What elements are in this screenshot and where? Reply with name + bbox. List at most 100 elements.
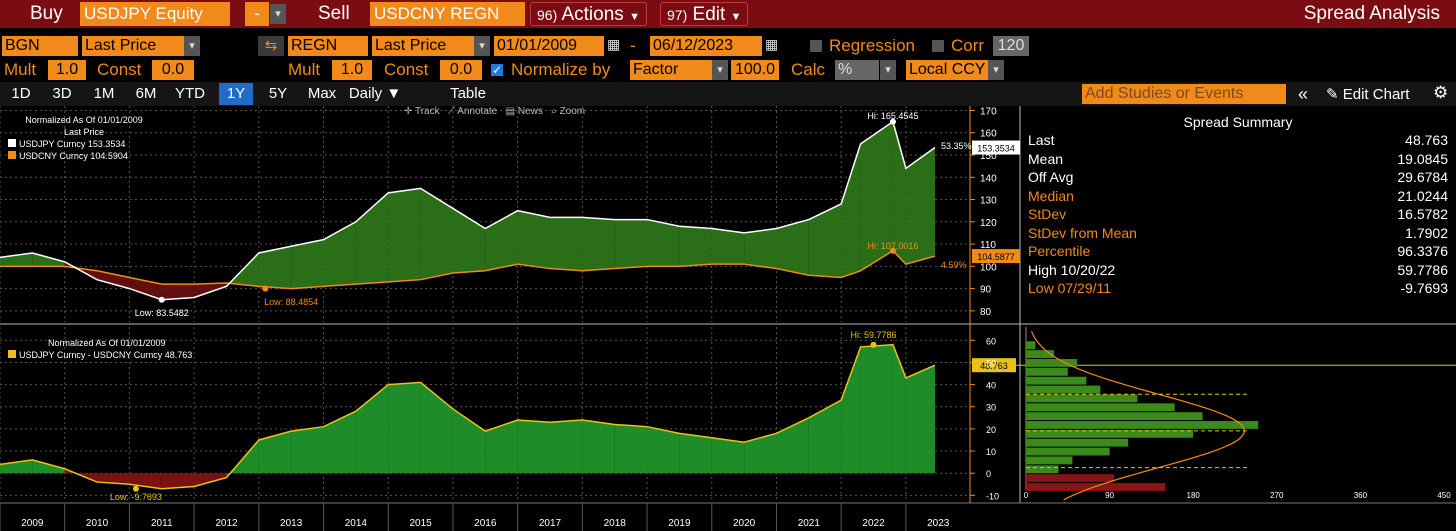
spread-area-segment	[841, 346, 861, 474]
zoom-tool[interactable]: ⌕ Zoom	[551, 106, 586, 117]
table-button[interactable]: Table	[450, 85, 486, 102]
corr-checkbox[interactable]	[932, 40, 944, 52]
end-date-field[interactable]: 06/12/2023	[650, 36, 762, 56]
chart-tools: ✛ Track ⟋ Annotate ▤ News ⌕ Zoom	[404, 106, 585, 117]
period-ytd[interactable]: YTD	[175, 85, 205, 102]
summary-key: Median	[1028, 187, 1074, 204]
calendar-icon[interactable]: ▦	[607, 36, 621, 52]
normalize-value-field[interactable]: 100.0	[731, 60, 779, 80]
annotate-tool[interactable]: ⟋ Annotate	[447, 106, 498, 117]
y-tick-label: 20	[986, 425, 996, 435]
currency-dropdown-icon[interactable]: ▾	[988, 60, 1004, 80]
edit-chart-button[interactable]: ✎ Edit Chart	[1326, 85, 1409, 103]
summary-row: Off Avg 29.6784	[1028, 169, 1448, 187]
const1-field[interactable]: 0.0	[152, 60, 194, 80]
calc-label: Calc	[791, 60, 826, 79]
gear-icon[interactable]: ⚙	[1433, 83, 1449, 102]
hist-x-tick: 0	[1024, 491, 1029, 500]
legend-usdcny: USDCNY Curncy 104.5904	[19, 151, 128, 161]
calc-dropdown-icon[interactable]: ▾	[880, 60, 896, 80]
hist-bar	[1026, 412, 1203, 421]
x-tick-label: 2019	[668, 518, 691, 529]
spread-fill-segment	[550, 217, 583, 271]
spread-fill-segment	[905, 147, 935, 265]
spread-fill-segment	[614, 219, 648, 269]
x-tick-label: 2012	[215, 518, 238, 529]
y-tick-label: 160	[980, 129, 997, 140]
add-studies-input[interactable]: Add Studies or Events	[1082, 84, 1286, 104]
hi-marker	[870, 341, 877, 348]
field2-select[interactable]: Last Price	[372, 36, 474, 56]
spread-fill-segment	[291, 239, 324, 289]
summary-value: 96.3376	[1397, 243, 1448, 259]
sell-security-field[interactable]: USDCNY REGN	[370, 2, 525, 26]
hist-bar	[1026, 341, 1036, 350]
normalize-by-select[interactable]: Factor	[630, 60, 712, 80]
news-tool[interactable]: ▤ News	[505, 106, 543, 117]
y-tick-label: 90	[980, 285, 992, 296]
period-3d[interactable]: 3D	[52, 85, 72, 102]
period-max[interactable]: Max	[307, 85, 337, 102]
const1-label: Const	[97, 60, 142, 79]
top-toolbar	[0, 0, 1456, 28]
summary-row: Percentile 96.3376	[1028, 243, 1448, 261]
spread-swatch	[8, 350, 16, 358]
period-5y[interactable]: 5Y	[268, 85, 288, 102]
collapse-icon[interactable]: «	[1298, 84, 1309, 104]
normalize-dropdown-icon[interactable]: ▾	[712, 60, 728, 80]
summary-key: Last	[1028, 132, 1055, 148]
buy-security-field[interactable]: USDJPY Equity	[80, 2, 230, 26]
x-tick-label: 2010	[86, 518, 109, 529]
y-tick-label: 30	[986, 403, 996, 413]
mult2-field[interactable]: 1.0	[332, 60, 372, 80]
period-1m[interactable]: 1M	[93, 85, 115, 102]
operator-dropdown-icon[interactable]: ▾	[270, 4, 286, 24]
regression-label: Regression	[829, 36, 915, 55]
source2-field[interactable]: REGN	[288, 36, 368, 56]
field1-select[interactable]: Last Price	[82, 36, 184, 56]
actions-button[interactable]: 96) Actions ▼	[530, 2, 647, 26]
swap-icon[interactable]: ⇆	[258, 36, 284, 56]
source1-field[interactable]: BGN	[2, 36, 78, 56]
operator-field[interactable]: -	[245, 2, 269, 26]
mult2-label: Mult	[288, 60, 321, 79]
summary-row: High 10/20/22 59.7786	[1028, 262, 1448, 280]
hist-x-tick: 90	[1105, 491, 1114, 500]
start-date-field[interactable]: 01/01/2009	[494, 36, 604, 56]
hist-bar	[1026, 429, 1194, 438]
period-1y[interactable]: 1Y	[219, 83, 253, 105]
summary-row: Low 07/29/11 -9.7693	[1028, 280, 1448, 298]
x-tick-label: 2017	[539, 518, 562, 529]
frequency-select[interactable]: Daily ▼	[348, 85, 402, 102]
field2-dropdown-icon[interactable]: ▾	[474, 36, 490, 56]
actions-number: 96)	[537, 7, 558, 23]
spread-fill-segment	[485, 210, 518, 271]
currency-select[interactable]: Local CCY	[906, 60, 988, 80]
legend-usdjpy: USDJPY Curncy 153.3534	[19, 139, 126, 149]
period-1d[interactable]: 1D	[11, 85, 31, 102]
regression-checkbox[interactable]	[810, 40, 822, 52]
calendar-icon[interactable]: ▦	[765, 36, 779, 52]
summary-value: 21.0244	[1397, 187, 1448, 204]
spread-fill-segment	[0, 252, 33, 267]
summary-key: Mean	[1028, 150, 1064, 167]
spread-fill-segment	[161, 284, 195, 300]
mult1-field[interactable]: 1.0	[48, 60, 86, 80]
field1-dropdown-icon[interactable]: ▾	[184, 36, 200, 56]
edit-button[interactable]: 97) Edit ▼	[660, 2, 749, 26]
spread-fill-segment	[841, 143, 861, 278]
summary-row: Median 21.0244	[1028, 188, 1448, 206]
normalize-checkbox[interactable]	[491, 64, 503, 76]
const2-field[interactable]: 0.0	[440, 60, 482, 80]
low-label: Low: 83.5482	[135, 308, 189, 318]
corr-window-field[interactable]: 120	[993, 36, 1029, 56]
period-6m[interactable]: 6M	[135, 85, 157, 102]
actions-label: Actions	[561, 4, 624, 25]
track-tool[interactable]: ✛ Track	[404, 106, 440, 117]
calc-select[interactable]: %	[835, 60, 879, 80]
chevron-down-icon: ▼	[730, 11, 742, 23]
hist-x-tick: 450	[1437, 491, 1451, 500]
x-tick-label: 2016	[474, 518, 497, 529]
spread-fill-segment	[194, 283, 227, 298]
low-marker	[132, 485, 139, 492]
